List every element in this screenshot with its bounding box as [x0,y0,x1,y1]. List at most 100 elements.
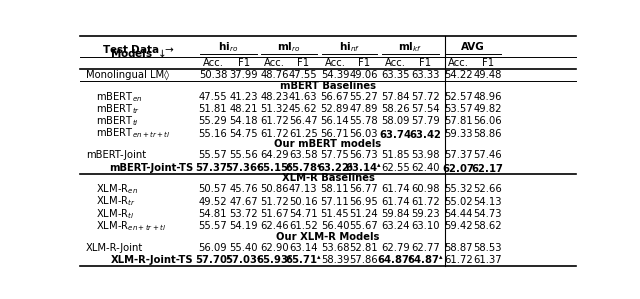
Text: 56.67: 56.67 [321,92,349,102]
Text: mBERT$_{\mathit{tl}}$: mBERT$_{\mathit{tl}}$ [96,115,138,128]
Text: hi$_{ro}$: hi$_{ro}$ [218,40,238,54]
Text: 50.38: 50.38 [199,70,227,80]
Text: 55.57: 55.57 [198,150,227,160]
Text: 47.55: 47.55 [289,70,317,80]
Text: F1: F1 [419,58,431,68]
Text: 57.86: 57.86 [349,255,378,265]
Text: 47.89: 47.89 [349,104,378,114]
Text: 50.86: 50.86 [260,184,289,194]
Text: $\mathbf{63.74}$: $\mathbf{63.74}$ [379,128,412,140]
Text: 56.40: 56.40 [321,221,349,231]
Text: 61.72: 61.72 [444,255,473,265]
Text: 56.06: 56.06 [474,116,502,126]
Text: XLM-R$_{\mathit{en+tr+tl}}$: XLM-R$_{\mathit{en+tr+tl}}$ [96,219,166,233]
Text: 52.57: 52.57 [444,92,473,102]
Text: 57.72: 57.72 [411,92,440,102]
Text: XLM-R-Joint: XLM-R-Joint [86,243,143,253]
Text: $\mathbf{65.93}$$^{\blacktriangle}$: $\mathbf{65.93}$$^{\blacktriangle}$ [256,254,293,266]
Text: 62.90: 62.90 [260,243,289,253]
Text: 49.48: 49.48 [474,70,502,80]
Text: 51.85: 51.85 [381,150,410,160]
Text: 57.79: 57.79 [411,116,440,126]
Text: 54.18: 54.18 [229,116,258,126]
Text: 60.98: 60.98 [411,184,440,194]
Text: 50.57: 50.57 [198,184,227,194]
Text: 58.53: 58.53 [474,243,502,253]
Text: 51.72: 51.72 [260,196,289,207]
Text: $\mathbf{57.36}$$^{\blacktriangle}$: $\mathbf{57.36}$$^{\blacktriangle}$ [225,161,262,174]
Text: Acc.: Acc. [448,58,469,68]
Text: $\mathbf{65.78}$$^{\blacktriangle}$: $\mathbf{65.78}$$^{\blacktriangle}$ [285,161,322,174]
Text: 54.73: 54.73 [474,209,502,219]
Text: ml$_{ro}$: ml$_{ro}$ [277,40,301,54]
Text: $\mathbf{64.87}$$^{\blacktriangle}$: $\mathbf{64.87}$$^{\blacktriangle}$ [377,254,414,266]
Text: 55.67: 55.67 [349,221,378,231]
Text: 37.99: 37.99 [229,70,258,80]
Text: 57.37: 57.37 [444,150,473,160]
Text: 57.11: 57.11 [321,196,349,207]
Text: $\mathbf{62.07}$: $\mathbf{62.07}$ [442,161,475,174]
Text: 53.98: 53.98 [411,150,440,160]
Text: 52.66: 52.66 [474,184,502,194]
Text: hi$_{nf}$: hi$_{nf}$ [339,40,360,54]
Text: 58.62: 58.62 [474,221,502,231]
Text: 56.47: 56.47 [289,116,317,126]
Text: 54.19: 54.19 [229,221,258,231]
Text: 54.39: 54.39 [321,70,349,80]
Text: 48.23: 48.23 [260,92,289,102]
Text: 55.40: 55.40 [229,243,258,253]
Text: Our XLM-R Models: Our XLM-R Models [276,232,380,242]
Text: 48.76: 48.76 [260,70,289,80]
Text: 61.72: 61.72 [260,129,289,139]
Text: Acc.: Acc. [264,58,285,68]
Text: 61.72: 61.72 [260,116,289,126]
Text: F1: F1 [482,58,494,68]
Text: 57.84: 57.84 [381,92,410,102]
Text: 58.11: 58.11 [321,184,349,194]
Text: 41.23: 41.23 [229,92,258,102]
Text: mBERT$_{\mathit{en+tr+tl}}$: mBERT$_{\mathit{en+tr+tl}}$ [96,127,170,141]
Text: 54.44: 54.44 [444,209,472,219]
Text: 61.25: 61.25 [289,129,317,139]
Text: 48.96: 48.96 [474,92,502,102]
Text: $\mathbf{64.87}$$^{\blacktriangle}$: $\mathbf{64.87}$$^{\blacktriangle}$ [406,254,444,266]
Text: 61.74: 61.74 [381,184,410,194]
Text: $\mathbf{63.42}$: $\mathbf{63.42}$ [409,128,442,140]
Text: $\mathbf{57.70}$$^{\blacktriangle}$: $\mathbf{57.70}$$^{\blacktriangle}$ [195,254,231,266]
Text: 54.75: 54.75 [229,129,258,139]
Text: 58.86: 58.86 [474,129,502,139]
Text: XLM-R Baselines: XLM-R Baselines [282,173,374,184]
Text: 58.39: 58.39 [321,255,349,265]
Text: 61.72: 61.72 [411,196,440,207]
Text: Test Data $\rightarrow$: Test Data $\rightarrow$ [102,43,175,55]
Text: 57.75: 57.75 [321,150,349,160]
Text: 58.26: 58.26 [381,104,410,114]
Text: F1: F1 [297,58,309,68]
Text: $\mathbf{57.03}$$^{\blacktriangle}$: $\mathbf{57.03}$$^{\blacktriangle}$ [225,254,262,266]
Text: 52.81: 52.81 [349,243,378,253]
Text: 54.13: 54.13 [474,196,502,207]
Text: 61.52: 61.52 [289,221,317,231]
Text: mBERT-Joint-TS: mBERT-Joint-TS [109,163,193,173]
Text: 54.22: 54.22 [444,70,473,80]
Text: $\mathbf{63.14}$$^{\blacktriangle}$: $\mathbf{63.14}$$^{\blacktriangle}$ [345,161,382,174]
Text: XLM-R$_{\mathit{tl}}$: XLM-R$_{\mathit{tl}}$ [96,207,134,221]
Text: 59.84: 59.84 [381,209,410,219]
Text: 54.81: 54.81 [198,209,227,219]
Text: 62.77: 62.77 [411,243,440,253]
Text: 51.45: 51.45 [321,209,349,219]
Text: 63.10: 63.10 [411,221,440,231]
Text: 56.03: 56.03 [349,129,378,139]
Text: 53.68: 53.68 [321,243,349,253]
Text: 56.14: 56.14 [321,116,349,126]
Text: 55.02: 55.02 [444,196,473,207]
Text: 62.40: 62.40 [411,163,440,173]
Text: 53.72: 53.72 [229,209,258,219]
Text: 55.16: 55.16 [198,129,227,139]
Text: XLM-R$_{\mathit{tr}}$: XLM-R$_{\mathit{tr}}$ [96,195,136,208]
Text: 56.71: 56.71 [321,129,349,139]
Text: 58.87: 58.87 [444,243,473,253]
Text: 54.71: 54.71 [289,209,317,219]
Text: 59.42: 59.42 [444,221,473,231]
Text: 55.78: 55.78 [349,116,378,126]
